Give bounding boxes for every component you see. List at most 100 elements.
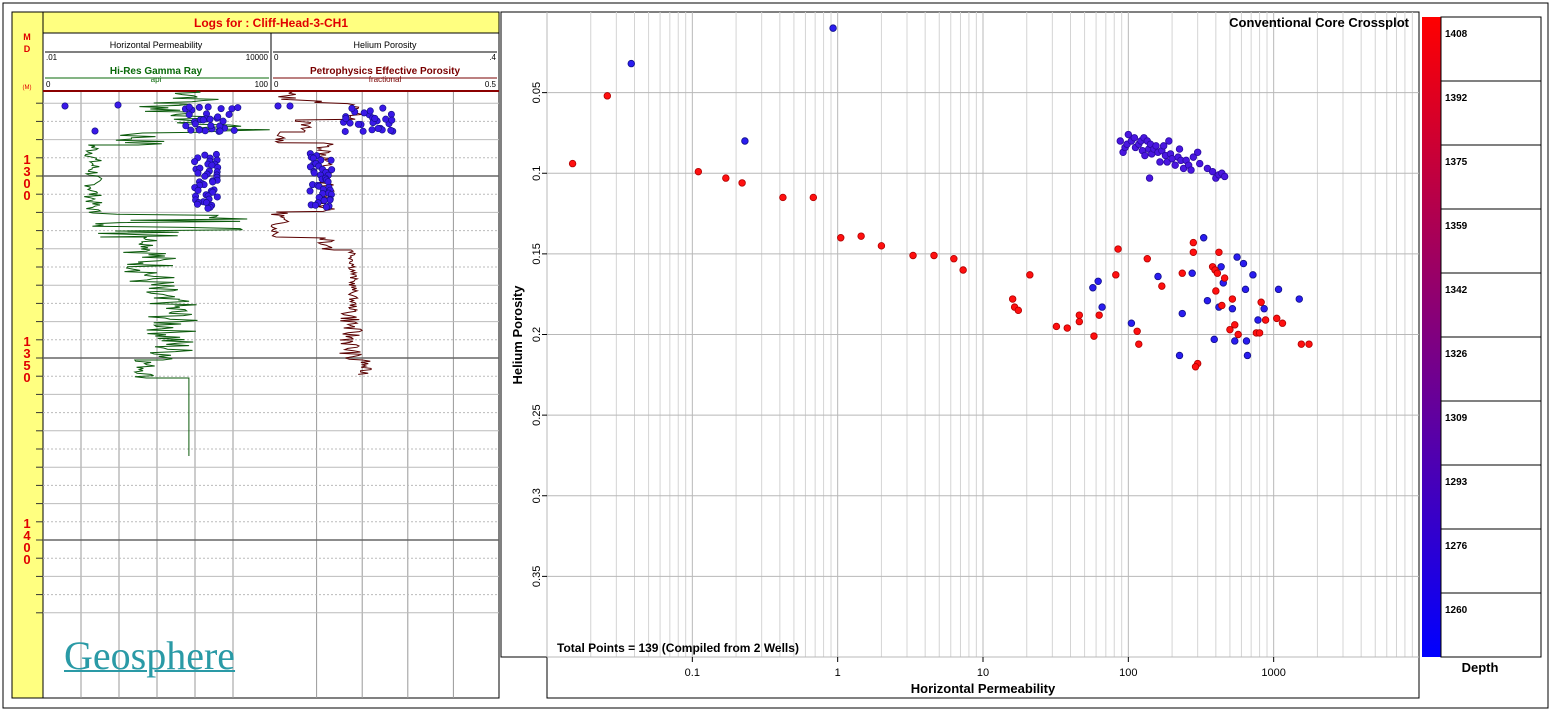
data-point: [1127, 319, 1136, 327]
data-point: [1090, 332, 1098, 340]
core-point: [185, 103, 193, 111]
data-point: [1220, 172, 1229, 181]
core-point: [199, 116, 207, 124]
colorbar-tick-label: 1359: [1445, 221, 1468, 232]
data-point: [694, 167, 703, 176]
data-point: [829, 24, 837, 32]
data-point: [738, 179, 746, 187]
depth-unit-small: (M): [23, 85, 32, 91]
data-point: [1189, 238, 1198, 247]
core-point: [91, 127, 99, 135]
data-point: [1171, 161, 1179, 169]
data-point: [930, 251, 938, 260]
y-tick-label: 0.1: [531, 166, 543, 181]
data-point: [1075, 311, 1084, 319]
track2-por-max: .4: [489, 53, 496, 62]
x-axis-label: Horizontal Permeability: [911, 681, 1056, 696]
y-axis-label: Helium Porosity: [510, 285, 525, 385]
log-curves: [61, 90, 397, 456]
data-point: [1210, 335, 1218, 344]
core-point: [366, 107, 374, 115]
data-point: [950, 255, 958, 263]
data-point: [1143, 255, 1151, 263]
plot-ticks: 0.1 1 10 100 1000 0.05 0.1 0.15 0.2 0.25 0.3 0.35: [531, 82, 1286, 679]
data-point: [1112, 271, 1120, 279]
data-point: [1242, 337, 1251, 345]
geosphere-logo: Geosphere: [64, 633, 236, 678]
data-point: [1178, 309, 1186, 318]
data-point: [603, 92, 612, 100]
data-point: [959, 266, 967, 274]
data-point: [1175, 351, 1184, 360]
depth-track: [11, 11, 44, 699]
core-point: [228, 105, 236, 113]
log-grid: [36, 91, 499, 698]
data-point: [1274, 285, 1283, 294]
colorbar: [1422, 17, 1441, 657]
core-point: [359, 127, 367, 135]
data-point: [1130, 134, 1139, 142]
core-point: [187, 126, 195, 134]
data-point: [1191, 363, 1200, 371]
data-point: [741, 137, 749, 145]
track2-eff-unit: fractional: [369, 75, 402, 84]
core-point: [328, 166, 336, 174]
data-point: [1199, 234, 1208, 242]
data-point: [1008, 295, 1017, 303]
data-point: [1208, 167, 1217, 176]
x-tick-label: 10: [977, 667, 989, 679]
colorbar-tick-label: 1375: [1445, 157, 1468, 168]
crossplot: 0.1 1 10 100 1000 0.05 0.1 0.15 0.2 0.25 0.3 0.35 C…: [500, 11, 1542, 699]
core-point: [368, 126, 376, 134]
core-point: [225, 110, 233, 118]
y-tick-label: 0.05: [531, 82, 543, 103]
track1-perm-label: Horizontal Permeability: [110, 40, 203, 50]
core-point: [191, 120, 199, 128]
data-point: [1234, 330, 1242, 339]
data-point: [1026, 271, 1034, 279]
track1-gr-max: 100: [255, 80, 269, 89]
data-point: [1094, 277, 1102, 285]
colorbar-tick-label: 1293: [1445, 477, 1468, 488]
data-point: [1212, 287, 1220, 295]
plot-grid: [546, 12, 1419, 658]
data-point: [1196, 159, 1204, 168]
data-point: [1217, 263, 1225, 271]
track2-por-min: 0: [274, 53, 279, 62]
data-point: [1135, 340, 1143, 348]
data-point: [1255, 329, 1264, 337]
data-point: [809, 193, 818, 202]
data-point: [1278, 319, 1287, 327]
data-point: [877, 242, 886, 250]
core-point: [207, 122, 215, 130]
depth-unit-d: D: [24, 44, 31, 54]
core-point: [230, 126, 238, 134]
data-point: [1152, 142, 1160, 150]
data-point: [1218, 301, 1226, 310]
data-point: [1124, 130, 1133, 139]
data-point: [1254, 316, 1262, 324]
core-point: [311, 201, 319, 209]
track1-perm-max: 10000: [246, 53, 269, 62]
gamma-ray-curve: [84, 90, 270, 456]
colorbar-tick-label: 1408: [1445, 29, 1468, 40]
data-point: [1249, 271, 1257, 279]
colorbar-label: Depth: [1462, 660, 1499, 675]
core-point: [354, 120, 362, 128]
core-point: [209, 188, 217, 196]
y-tick-label: 0.35: [531, 566, 543, 587]
data-point: [1241, 285, 1250, 294]
core-point: [379, 104, 387, 112]
data-point: [1178, 269, 1186, 277]
core-point: [326, 196, 334, 204]
data-point: [1063, 324, 1071, 332]
core-point: [310, 169, 318, 177]
core-point: [324, 178, 332, 186]
data-point: [909, 251, 917, 260]
data-point: [1213, 269, 1222, 277]
data-point: [1133, 327, 1141, 335]
data-point: [1187, 166, 1195, 174]
core-point: [213, 193, 221, 201]
well-log-panel: Logs for : Cliff-Head-3-CH1 Horizontal P…: [11, 11, 500, 699]
